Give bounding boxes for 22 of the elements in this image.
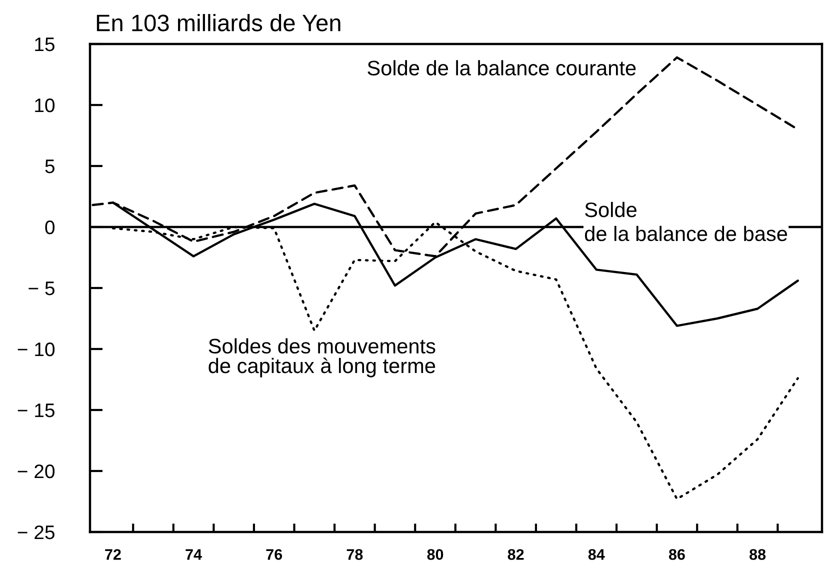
x-tick-label: 76 [266,549,282,560]
y-tick-label: − 20 [18,464,55,478]
y-tick-label: 0 [45,220,55,234]
y-tick-label: 5 [45,160,54,174]
series-label: Solde de la balance courante [368,60,636,76]
chart-title: En 103 milliards de Yen [96,14,340,32]
series-label: Solde de la balance de base [584,202,788,242]
x-tick-label: 72 [105,549,121,560]
x-tick-label: 74 [186,549,202,560]
y-tick-label: 15 [35,38,54,52]
x-tick-label: 78 [346,549,363,560]
y-tick-label: − 10 [18,342,55,356]
y-tick-label: − 15 [18,404,54,418]
y-tick-label: − 5 [28,282,54,296]
x-tick-label: 80 [427,549,444,560]
x-tick-label: 88 [750,549,766,560]
y-tick-label: 10 [35,98,55,112]
x-tick-label: 82 [508,549,524,560]
y-tick-label: − 25 [18,525,54,540]
x-tick-label: 86 [668,549,685,560]
x-tick-label: 84 [588,549,605,560]
series-label: Soldes des mouvements de capitaux à long terme [208,338,436,378]
